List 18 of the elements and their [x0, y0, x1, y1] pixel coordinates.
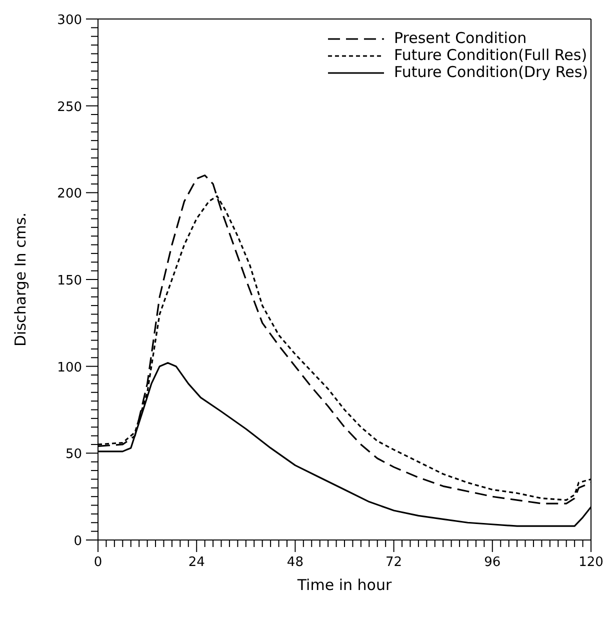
y-tick-label: 0 [74, 534, 82, 549]
y-tick-label: 250 [57, 100, 82, 115]
x-tick-label: 48 [286, 555, 304, 570]
legend-label: Present Condition [394, 29, 527, 47]
x-tick-label: 120 [578, 555, 604, 570]
legend-label: Future Condition(Dry Res) [394, 63, 588, 81]
x-axis-title: Time in hour [296, 576, 392, 594]
x-tick-label: 0 [94, 555, 102, 570]
y-tick-label: 200 [57, 186, 82, 202]
y-tick-label: 100 [57, 360, 82, 376]
x-tick-label: 24 [188, 555, 205, 570]
legend-label: Future Condition(Full Res) [394, 46, 588, 64]
x-tick-label: 96 [484, 555, 501, 570]
x-tick-label: 72 [386, 555, 402, 570]
y-tick-label: 50 [65, 447, 82, 462]
y-tick-label: 300 [57, 13, 82, 28]
y-tick-label: 150 [57, 274, 82, 288]
y-axis-title: Discharge In cms. [11, 212, 30, 347]
